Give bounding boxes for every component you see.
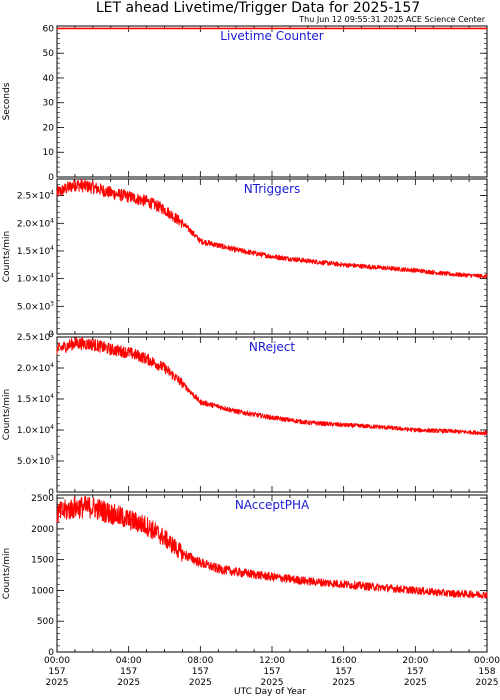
x-tick-label: 2025 [404,678,427,688]
series-line [56,337,488,436]
y-tick-label: 40 [43,74,55,84]
x-tick-label: 12:00 [259,656,285,666]
x-tick-label: 157 [263,667,280,677]
y-tick-label: 60 [43,24,55,34]
y-tick-label: 2.0×104 [17,362,54,374]
x-tick-label: 20:00 [402,656,428,666]
panel-title: Livetime Counter [220,29,323,43]
x-axis-labels: 00:00157202504:00157202508:00157202512:0… [44,656,500,688]
x-tick-label: 2025 [117,678,140,688]
x-tick-label: 2025 [261,678,284,688]
x-tick-label: 157 [120,667,137,677]
panel-title: NReject [249,340,295,354]
y-tick-label: 5.0×103 [17,300,54,312]
y-tick-label: 50 [43,49,55,59]
y-tick-label: 5.0×103 [17,455,54,467]
panel-2: 0 5.0×103 1.0×104 1.5×104 2.0×104 2.5×104 Coun… [2,178,488,340]
y-tick-label: 2000 [31,525,54,535]
x-tick-label: 16:00 [331,656,357,666]
y-tick-label: 2.0×104 [17,217,54,229]
x-tick-label: 2025 [476,678,499,688]
panel-4: 0 500 1000 1500 2000 2500 Counts/min NAcceptPHA [2,494,488,658]
x-tick-label: 2025 [46,678,69,688]
y-tick-label: 0 [48,173,54,183]
y-tick-label: 2500 [31,494,54,504]
y-tick-label: 1000 [31,586,54,596]
x-tick-label: 157 [335,667,352,677]
x-tick-label: 00:00 [44,656,70,666]
y-tick-label: 0 [48,488,54,498]
panel-1: 0 10 20 30 40 50 60 Seconds Livetime Counter [2,24,488,183]
y-axis-title: Counts/min [2,389,12,440]
y-tick-label: 1.5×104 [17,245,54,257]
y-tick-label: 2.5×104 [17,331,54,343]
y-tick-label: 1.0×104 [17,273,54,285]
x-axis-title: UTC Day of Year [234,687,306,697]
y-tick-label: 0 [48,648,54,658]
y-tick-label: 0 [48,330,54,340]
panel-3: 0 5.0×103 1.0×104 1.5×104 2.0×104 2.5×104 Coun… [2,331,488,498]
y-axis-title: Counts/min [2,548,12,599]
y-axis-title: Counts/min [2,231,12,282]
y-tick-label: 30 [43,99,55,109]
series-line [56,178,488,279]
panel-frame [56,336,488,493]
x-tick-label: 2025 [332,678,355,688]
panel-title: NAcceptPHA [235,498,310,512]
timestamp-label: Thu Jun 12 09:55:31 2025 ACE Science Cen… [298,15,485,24]
y-tick-label: 1500 [31,556,54,566]
y-tick-label: 1.0×104 [17,424,54,436]
panel-frame [56,25,488,178]
x-tick-label: 2025 [189,678,212,688]
y-tick-label: 20 [43,123,55,133]
series-line [56,496,488,599]
x-tick-label: 157 [48,667,65,677]
x-tick-label: 157 [407,667,424,677]
x-tick-label: 158 [478,667,495,677]
y-tick-label: 2.5×104 [17,190,54,202]
x-tick-label: 04:00 [116,656,142,666]
y-tick-label: 1.5×104 [17,393,54,405]
y-tick-label: 10 [43,148,55,158]
panel-title: NTriggers [244,182,301,196]
panels-group: 0 10 20 30 40 50 60 Seconds Livetime Counter 0 5.0… [2,24,488,658]
x-tick-label: 08:00 [187,656,213,666]
y-axis-title: Seconds [2,82,12,120]
x-tick-label: 00:00 [474,656,500,666]
y-tick-label: 500 [37,617,54,627]
x-tick-label: 157 [192,667,209,677]
chart-title: LET ahead Livetime/Trigger Data for 2025… [96,0,420,16]
